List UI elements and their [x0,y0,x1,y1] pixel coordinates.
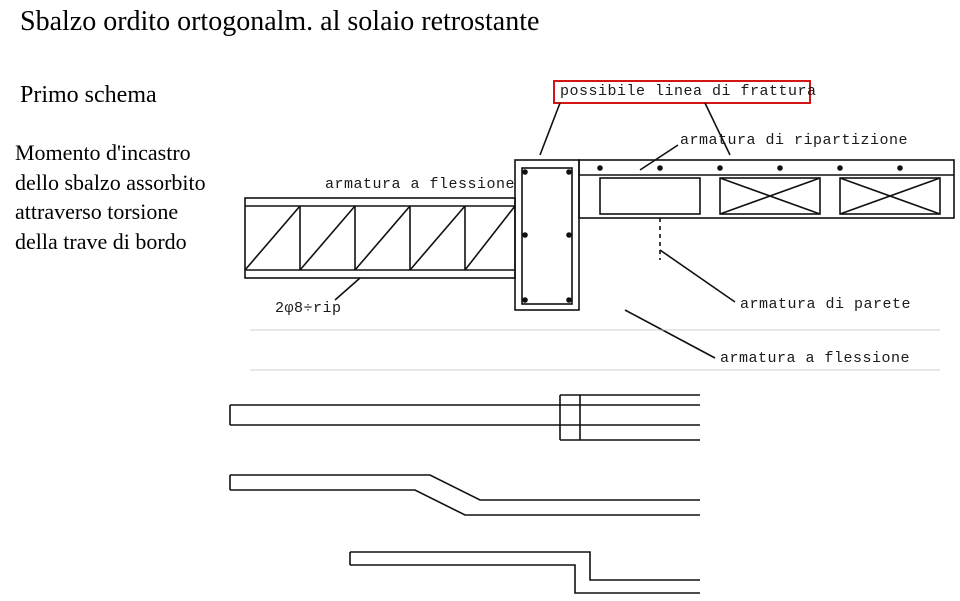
technical-drawing [0,0,960,601]
